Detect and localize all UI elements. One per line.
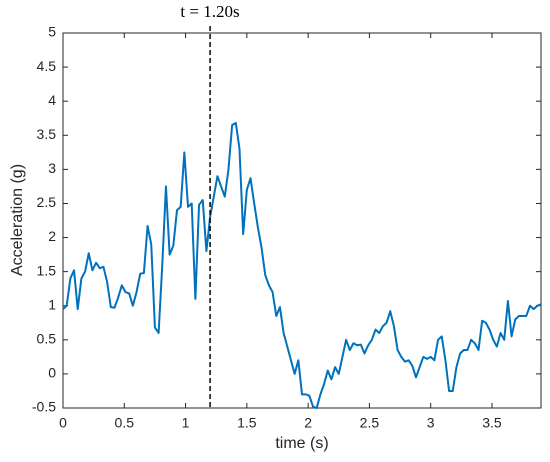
- y-tick-label: 0.5: [37, 331, 57, 347]
- x-tick-label: 2.5: [360, 415, 380, 431]
- x-tick-label: 1.5: [237, 415, 257, 431]
- y-tick-label: 2: [48, 228, 56, 244]
- x-tick-label: 3.5: [482, 415, 502, 431]
- annotation: t = 1.20s: [180, 2, 239, 21]
- y-tick-label: 3.5: [37, 126, 57, 142]
- y-tick-label: 0: [48, 365, 56, 381]
- y-tick-label: 4.5: [37, 58, 57, 74]
- y-tick-label: 1: [48, 296, 56, 312]
- y-tick-label: -0.5: [32, 399, 56, 415]
- y-tick-label: 1.5: [37, 262, 57, 278]
- y-tick-label: 5: [48, 24, 56, 40]
- x-tick-label: 2: [304, 415, 312, 431]
- data-line: [62, 122, 542, 409]
- x-tick-label: 0.5: [115, 415, 135, 431]
- y-tick-label: 4: [48, 92, 56, 108]
- plot-frame: [62, 32, 542, 409]
- x-tick-label: 3: [427, 415, 435, 431]
- x-axis-label: time (s): [275, 435, 328, 452]
- x-tick-label: 1: [182, 415, 190, 431]
- y-axis-label: Acceleration (g): [9, 164, 26, 276]
- y-tick-label: 3: [48, 160, 56, 176]
- y-tick-label: 2.5: [37, 194, 57, 210]
- x-tick-label: 0: [59, 415, 67, 431]
